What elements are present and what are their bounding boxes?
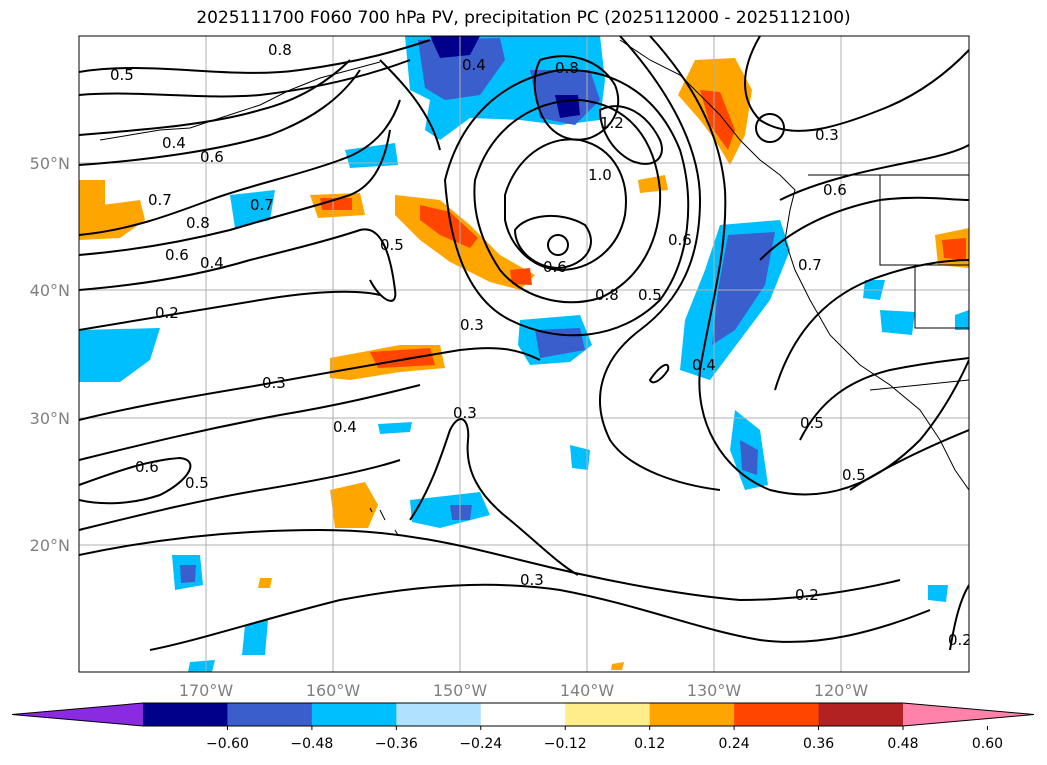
colorbar-segment [565, 703, 651, 726]
colorbar-tick-label: −0.12 [544, 736, 587, 752]
lon-tick-label: 170°W [179, 681, 234, 700]
colorbar-tick-label: 0.24 [719, 736, 750, 752]
contour-label: 0.6 [543, 258, 567, 276]
chart-title: 2025111700 F060 700 hPa PV, precipitatio… [196, 8, 851, 28]
colorbar: −0.60 −0.48 −0.36 −0.24 −0.12 0.12 0.24 0.36 0.4… [11, 702, 1035, 752]
lat-tick-label: 30°N [30, 409, 70, 428]
contour-label: 0.8 [595, 286, 619, 304]
precip-negative-area [378, 422, 412, 434]
contour-label: 1.0 [588, 166, 612, 184]
plot-border [78, 35, 970, 673]
precip-negative-area [928, 585, 948, 602]
contour-label: 0.8 [555, 59, 579, 77]
contour-label: 0.6 [200, 148, 224, 166]
contour-label: 0.5 [185, 474, 209, 492]
colorbar-segment [480, 703, 566, 726]
colorbar-tick-label: −0.48 [290, 736, 333, 752]
contour-label: 0.6 [668, 231, 692, 249]
precip-negative-area [570, 445, 590, 470]
contour-label: 0.8 [186, 214, 210, 232]
pv-contours [79, 36, 969, 651]
colorbar-segment [143, 703, 228, 726]
contour-label: 0.4 [333, 418, 357, 436]
precip-negative-area [230, 190, 275, 228]
precip-negative-area [955, 310, 969, 330]
contour-labels: 0.5 0.8 0.4 0.6 0.7 0.8 0.7 0.6 0.4 0.2 … [110, 41, 972, 649]
contour-label: 0.2 [948, 631, 972, 649]
precip-positive-area [700, 90, 735, 150]
precip-positive-area [942, 238, 966, 260]
contour-label: 0.7 [250, 196, 274, 214]
lon-tick-label: 160°W [306, 681, 361, 700]
contour-label: 0.5 [110, 66, 134, 84]
contour-label: 0.3 [520, 571, 544, 589]
colorbar-tick-label: −0.24 [459, 736, 502, 752]
colorbar-extend-low [12, 703, 143, 726]
colorbar-tick-label: 0.48 [887, 736, 918, 752]
contour-label: 0.5 [842, 466, 866, 484]
precip-negative-area [450, 505, 472, 520]
contour-label: 0.3 [815, 126, 839, 144]
contour-label: 0.6 [165, 246, 189, 264]
precip-negative-area [430, 36, 480, 58]
precip-positive-area [611, 662, 624, 670]
contour-label: 0.5 [638, 286, 662, 304]
colorbar-tick-label: −0.36 [375, 736, 418, 752]
precip-positive-area [510, 268, 532, 285]
colorbar-extend-high [903, 703, 1034, 726]
precip-negative-area [880, 310, 915, 335]
colorbar-segment [818, 703, 904, 726]
contour-label: 0.8 [268, 41, 292, 59]
lon-tick-label: 150°W [433, 681, 488, 700]
precip-negative-area [180, 565, 196, 583]
precip-negative-area [188, 660, 215, 672]
contour-label: 0.4 [162, 134, 186, 152]
colorbar-tick-label: 0.60 [972, 736, 1003, 752]
precip-positive-area [79, 200, 145, 240]
precip-negative-area [712, 232, 775, 345]
contour-label: 0.2 [155, 304, 179, 322]
colorbar-segment [311, 703, 397, 726]
colorbar-tick-label: 0.12 [634, 736, 665, 752]
lon-tick-label: 130°W [687, 681, 742, 700]
colorbar-tick-label: 0.36 [803, 736, 834, 752]
contour-label: 0.3 [453, 404, 477, 422]
precip-positive-area [258, 578, 272, 588]
precip-positive-area [420, 205, 478, 248]
colorbar-segment [396, 703, 482, 726]
contour-label: 0.7 [798, 256, 822, 274]
colorbar-outline [11, 702, 1035, 727]
lon-tick-label: 120°W [814, 681, 869, 700]
colorbar-segment [734, 703, 820, 726]
contour-label: 0.3 [460, 316, 484, 334]
precip-negative-area [242, 620, 268, 655]
contour-label: 0.3 [262, 374, 286, 392]
contour-label: 0.5 [800, 414, 824, 432]
colorbar-tick-label: −0.60 [206, 736, 249, 752]
contour-label: 0.4 [692, 356, 716, 374]
contour-label: 0.6 [823, 181, 847, 199]
contour-label: 0.2 [795, 586, 819, 604]
lon-axis: 170°W 160°W 150°W 140°W 130°W 120°W [179, 681, 869, 700]
contour-label: 0.4 [200, 254, 224, 272]
contour-label: 0.5 [380, 236, 404, 254]
colorbar-segment [649, 703, 735, 726]
contour-label: 0.6 [135, 458, 159, 476]
precip-positive-area [330, 482, 378, 528]
precip-positive-area [79, 180, 105, 210]
contour-label: 1.2 [600, 114, 624, 132]
lat-tick-label: 20°N [30, 536, 70, 555]
colorbar-segment [227, 703, 313, 726]
lat-tick-label: 50°N [30, 154, 70, 173]
precip-negative-area [79, 328, 160, 382]
contour-label: 0.7 [148, 191, 172, 209]
precip-shading [79, 36, 969, 672]
contour-label: 0.4 [462, 56, 486, 74]
precip-negative-area [740, 440, 758, 475]
lat-axis: 50°N 40°N 30°N 20°N [30, 154, 70, 555]
lon-tick-label: 140°W [560, 681, 615, 700]
lat-tick-label: 40°N [30, 281, 70, 300]
